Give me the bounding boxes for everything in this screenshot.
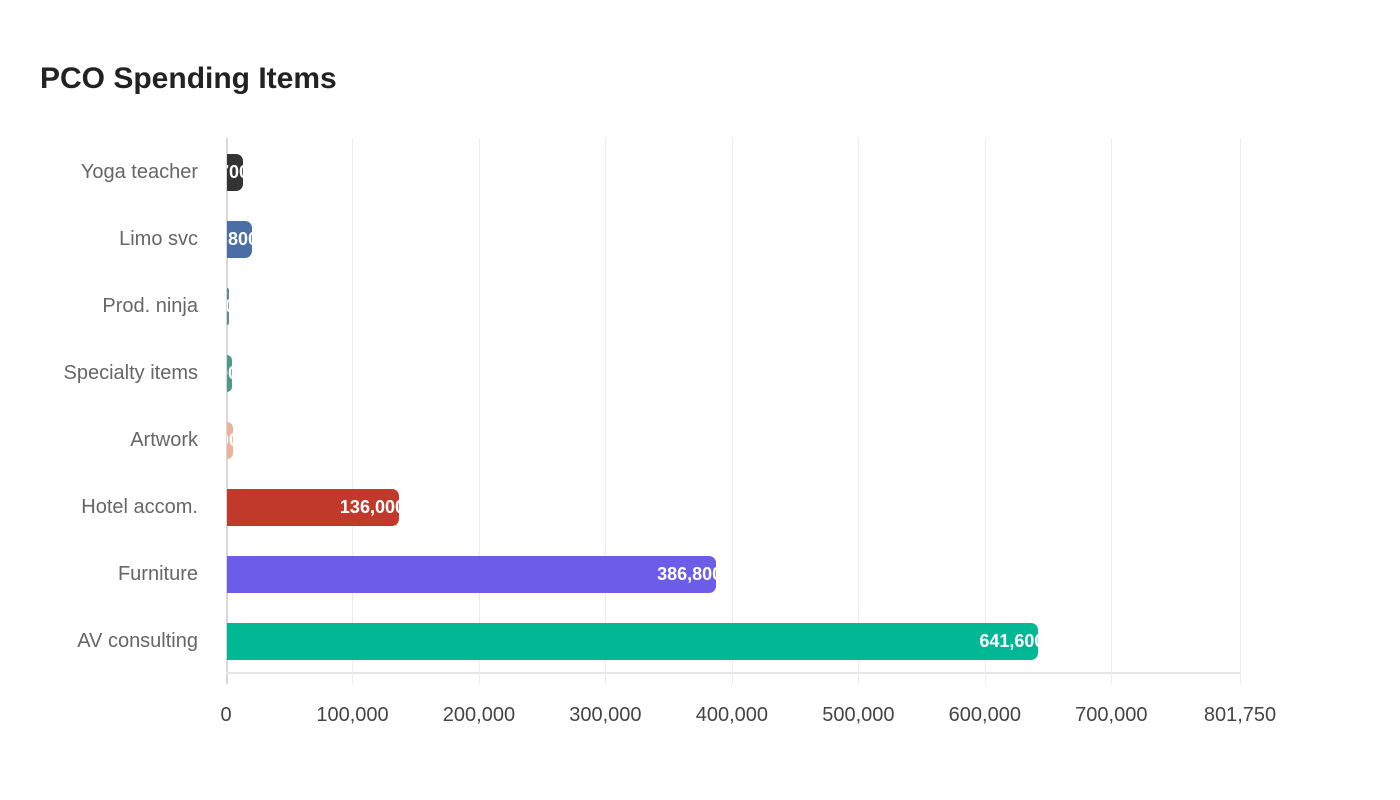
category-label: Artwork (130, 429, 198, 451)
chart-title: PCO Spending Items (40, 62, 337, 95)
bar-value-label: 19,800 (227, 229, 252, 249)
category-label: Furniture (117, 563, 198, 585)
bar[interactable]: 136,000 (227, 489, 399, 526)
x-tick-label: 700,000 (1075, 704, 1148, 726)
category-label: Limo svc (119, 228, 198, 250)
x-tick-label: 400,000 (695, 704, 769, 726)
gridline (731, 138, 733, 684)
gridline (478, 138, 480, 684)
x-tick-label: 500,000 (822, 704, 895, 726)
bar-value-label: 641,600 (979, 631, 1039, 651)
x-tick-label: 0 (220, 704, 232, 726)
x-tick-label: 801,750 (1203, 704, 1277, 726)
gridline (605, 138, 607, 684)
bar-value-label: 4,700 (227, 430, 233, 451)
bar-value-label: 12,700 (227, 162, 243, 182)
bar[interactable]: 641,600 (227, 623, 1039, 660)
bar-value-label: 4,000 (227, 363, 232, 384)
plot-area: 0 100,000 200,000 300,000 400,000 500,000 600,… (64, 138, 1276, 726)
bar[interactable]: 386,800 (227, 556, 717, 593)
x-tick-label: 200,000 (442, 704, 516, 726)
bar[interactable]: 4,700 (227, 422, 233, 459)
gridline (1240, 138, 1241, 684)
category-label: Hotel accom. (81, 496, 198, 518)
x-axis-line (226, 672, 1240, 674)
bar[interactable]: 12,700 (227, 154, 244, 191)
category-label: Specialty items (63, 362, 199, 384)
y-axis-line (226, 138, 228, 684)
bar[interactable]: 1,200 (227, 288, 229, 325)
bar-value-label: 1,200 (227, 296, 229, 317)
gridline (1111, 138, 1113, 684)
bar-value-label: 136,000 (339, 497, 399, 517)
category-label: AV consulting (77, 630, 198, 652)
gridline (858, 138, 860, 684)
x-tick-label: 600,000 (948, 704, 1021, 726)
bar[interactable]: 19,800 (227, 221, 253, 258)
gridline (984, 138, 986, 684)
bar-value-label: 386,800 (657, 564, 717, 584)
x-tick-label: 300,000 (569, 704, 642, 726)
category-label: Yoga teacher (80, 161, 198, 183)
category-label: Prod. ninja (102, 295, 198, 317)
gridline (352, 138, 354, 684)
bar[interactable]: 4,000 (227, 355, 233, 392)
x-tick-label: 100,000 (316, 704, 389, 726)
